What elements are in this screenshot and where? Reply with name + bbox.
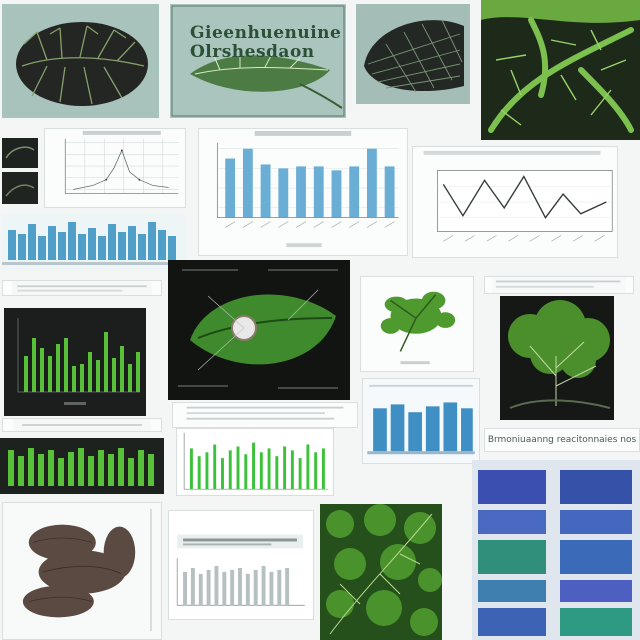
caption-strip-right: Brmoniuaanng reacitonnaies nos — [484, 428, 640, 452]
text-strip-right — [484, 276, 634, 294]
leaf-texture-illustration — [356, 4, 470, 104]
leaf-diagram-dark — [168, 260, 350, 400]
tree-illustration-dark — [500, 296, 614, 420]
bar-chart-deep-blue — [362, 378, 480, 464]
anatomy-illustration — [2, 502, 162, 640]
bar-chart-green-dark — [4, 308, 146, 416]
text-block — [172, 402, 358, 428]
thumbnail-1 — [2, 138, 38, 168]
bar-chart-blue-sheet — [198, 128, 408, 256]
sprig-illustration — [360, 276, 474, 372]
plant-illustration-title: Gieenhuenuine Olrshesdaon — [190, 23, 342, 62]
bar-chart-green-strip — [0, 438, 164, 494]
histogram-sheet — [168, 510, 314, 620]
collage-caption: Brmoniuaanng reacitonnaies nos — [487, 435, 637, 445]
leaf-veins-illustration-1 — [2, 4, 159, 118]
scatter-chart-sheet — [44, 128, 186, 208]
leaf-veins-closeup — [481, 0, 640, 140]
gradient-panels-blue — [472, 460, 640, 640]
bar-chart-green-white — [176, 428, 334, 496]
line-chart-sheet — [412, 146, 618, 258]
bar-strip-blue — [2, 214, 186, 270]
thumbnail-2 — [2, 172, 38, 204]
plant-illustration-with-title: Gieenhuenuine Olrshesdaon — [170, 4, 346, 118]
text-strip — [2, 280, 162, 296]
text-strip-mid — [2, 418, 162, 432]
leaf-macro-green — [320, 504, 442, 640]
